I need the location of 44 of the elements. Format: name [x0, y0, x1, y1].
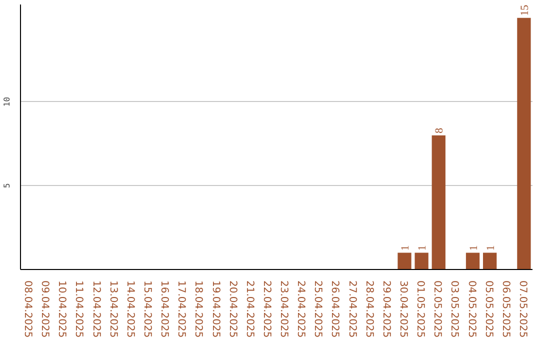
data-label: 8 — [434, 127, 446, 134]
x-tick-label: 26.04.2025 — [329, 280, 340, 338]
data-label: 15 — [518, 4, 531, 16]
x-tick-label: 17.04.2025 — [176, 280, 187, 338]
x-tick-label: 15.04.2025 — [142, 280, 152, 338]
bar — [466, 252, 480, 270]
bar — [517, 18, 531, 270]
x-tick-label: 20.04.2025 — [226, 280, 238, 338]
bar — [432, 135, 446, 270]
x-tick-label: 03.05.2025 — [448, 280, 460, 338]
x-tick-label: 08.04.2025 — [22, 280, 34, 338]
x-tick-label: 22.04.2025 — [260, 280, 272, 338]
data-label: 1 — [416, 245, 429, 251]
x-tick-label: 10.04.2025 — [56, 280, 68, 338]
x-tick-label: 05.05.2025 — [482, 280, 494, 338]
x-tick-label: 14.04.2025 — [124, 280, 136, 338]
x-tick-label: 01.05.2025 — [414, 280, 426, 338]
x-tick-label: 13.04.2025 — [107, 280, 118, 338]
x-tick-label: 30.04.2025 — [398, 280, 408, 338]
data-label: 1 — [400, 245, 412, 251]
data-label: 1 — [468, 245, 480, 251]
bar — [483, 252, 497, 270]
x-tick-label: 27.04.2025 — [346, 280, 358, 338]
x-tick-label: 04.05.2025 — [466, 280, 477, 338]
x-tick-label: 09.04.2025 — [39, 280, 50, 338]
bar — [414, 252, 428, 270]
y-tick-label: 5 — [2, 183, 12, 188]
data-label: 1 — [484, 245, 497, 251]
x-tick-label: 06.05.2025 — [500, 280, 511, 338]
x-tick-label: 16.04.2025 — [158, 280, 170, 338]
x-tick-label: 28.04.2025 — [363, 280, 374, 338]
x-tick-label: 21.04.2025 — [244, 280, 255, 338]
bar — [398, 252, 412, 270]
x-tick-label: 19.04.2025 — [210, 280, 221, 338]
x-tick-label: 18.04.2025 — [192, 280, 204, 338]
x-tick-label: 24.04.2025 — [295, 280, 306, 338]
x-tick-label: 25.04.2025 — [312, 280, 324, 338]
x-tick-label: 11.04.2025 — [73, 280, 84, 338]
x-tick-label: 07.05.2025 — [516, 280, 528, 338]
x-tick-label: 29.04.2025 — [380, 280, 392, 338]
x-tick-label: 23.04.2025 — [278, 280, 290, 338]
x-tick-label: 12.04.2025 — [90, 280, 102, 338]
x-tick-label: 02.05.2025 — [432, 280, 443, 338]
y-tick-label: 10 — [2, 96, 12, 107]
